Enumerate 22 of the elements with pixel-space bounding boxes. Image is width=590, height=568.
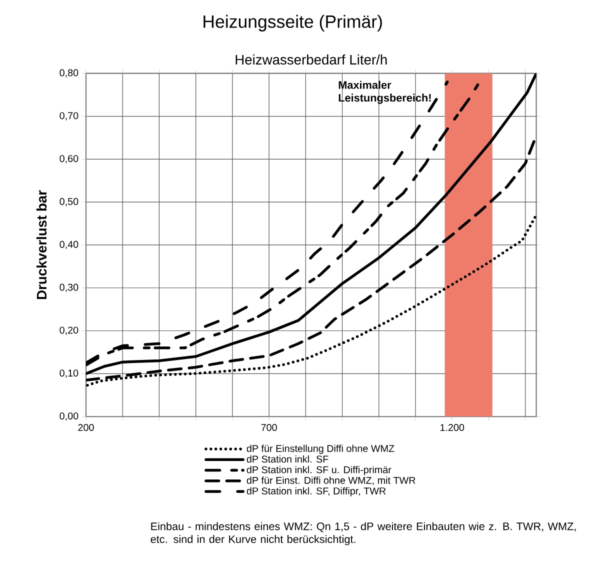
y-tick-label: 0,30 <box>60 284 78 292</box>
legend-label: dP für Einstellung Diffi ohne WMZ <box>246 444 394 454</box>
y-tick-label: 0,80 <box>60 69 78 78</box>
y-tick-label: 0,00 <box>60 412 78 420</box>
legend-label: dP für Einst. Diffi ohne WMZ, mit TWR <box>246 476 416 485</box>
line-series <box>86 73 536 375</box>
legend-label: dP Station inkl. SF, Diffipr, TWR <box>246 487 386 496</box>
y-tick-label: 0,40 <box>60 240 78 249</box>
x-tick-label: 1.200 <box>440 424 464 431</box>
chart-title: Heizungsseite (Primär) <box>204 14 382 32</box>
x-tick-label: 200 <box>78 424 94 431</box>
y-tick-label: 0,60 <box>60 154 78 164</box>
y-tick-label: 0,20 <box>60 326 78 335</box>
text: Einbau - mindestens eines WMZ: Qn 1,5 - dP weitere Einbauten wie z. B. TWR, WMZ, etc. sind in der Kurve nicht berücksichtigt. <box>150 522 576 546</box>
chart-subtitle: Heizwasserbedarf Liter/h <box>236 54 387 64</box>
legend-label: dP Station inkl. SF <box>246 455 328 462</box>
x-tick-label: 700 <box>261 424 277 431</box>
y-tick-label: 0,10 <box>60 369 78 378</box>
legend-label: dP Station inkl. SF u. Diffi-primär <box>246 466 392 476</box>
y-axis-title: Druckverlust bar <box>36 190 47 299</box>
y-tick-label: 0,50 <box>60 198 78 206</box>
y-tick-label: 0,70 <box>60 112 78 120</box>
